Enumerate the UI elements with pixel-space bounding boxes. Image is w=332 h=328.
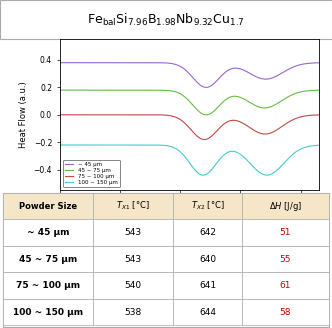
Text: 55: 55 — [280, 255, 291, 264]
Text: $\mathrm{Fe_{bal}Si_{7.96}B_{1.98}Nb_{9.32}Cu_{1.7}}$: $\mathrm{Fe_{bal}Si_{7.96}B_{1.98}Nb_{9.… — [87, 11, 245, 28]
45 ~ 75 μm — [309, 89, 313, 92]
FancyBboxPatch shape — [173, 219, 242, 246]
75 ~ 100 μm — [262, 132, 266, 136]
75 ~ 100 μm — [58, 113, 62, 117]
FancyBboxPatch shape — [242, 246, 329, 272]
FancyBboxPatch shape — [3, 299, 93, 325]
Text: 543: 543 — [124, 255, 141, 264]
Text: 640: 640 — [199, 255, 216, 264]
X-axis label: Temperature [°C]: Temperature [°C] — [153, 213, 226, 221]
Text: 543: 543 — [124, 228, 141, 237]
FancyBboxPatch shape — [242, 193, 329, 219]
~ 45 μm — [177, 64, 181, 68]
FancyBboxPatch shape — [242, 272, 329, 299]
Text: 58: 58 — [280, 308, 291, 317]
Text: 75 ~ 100 μm: 75 ~ 100 μm — [16, 281, 80, 290]
45 ~ 75 μm — [71, 88, 75, 92]
FancyBboxPatch shape — [93, 193, 173, 219]
FancyBboxPatch shape — [3, 219, 93, 246]
FancyBboxPatch shape — [3, 246, 93, 272]
75 ~ 100 μm — [309, 113, 313, 117]
45 ~ 75 μm — [177, 91, 181, 95]
~ 45 μm — [309, 61, 313, 65]
~ 45 μm — [184, 68, 188, 72]
Legend: ~ 45 μm, 45 ~ 75 μm, 75 ~ 100 μm, 100 ~ 150 μm: ~ 45 μm, 45 ~ 75 μm, 75 ~ 100 μm, 100 ~ … — [62, 160, 120, 188]
Text: 540: 540 — [124, 281, 141, 290]
100 ~ 150 μm — [58, 143, 62, 147]
Text: 538: 538 — [124, 308, 141, 317]
Text: ~ 45 μm: ~ 45 μm — [27, 228, 69, 237]
~ 45 μm — [262, 77, 266, 81]
Text: 100 ~ 150 μm: 100 ~ 150 μm — [13, 308, 83, 317]
Text: 642: 642 — [199, 228, 216, 237]
~ 45 μm — [71, 61, 75, 65]
FancyBboxPatch shape — [242, 219, 329, 246]
FancyBboxPatch shape — [173, 246, 242, 272]
100 ~ 150 μm — [262, 173, 266, 176]
45 ~ 75 μm — [58, 88, 62, 92]
FancyBboxPatch shape — [242, 299, 329, 325]
Text: $T_{X2}$ [°C]: $T_{X2}$ [°C] — [191, 200, 224, 213]
Line: ~ 45 μm: ~ 45 μm — [60, 63, 319, 87]
75 ~ 100 μm — [184, 122, 188, 126]
Text: 45 ~ 75 μm: 45 ~ 75 μm — [19, 255, 77, 264]
45 ~ 75 μm — [262, 106, 266, 110]
FancyBboxPatch shape — [173, 299, 242, 325]
100 ~ 150 μm — [309, 144, 313, 148]
75 ~ 100 μm — [317, 113, 321, 117]
~ 45 μm — [58, 61, 62, 65]
45 ~ 75 μm — [204, 113, 208, 117]
Text: 644: 644 — [199, 308, 216, 317]
~ 45 μm — [317, 61, 321, 65]
~ 45 μm — [204, 85, 208, 89]
FancyBboxPatch shape — [93, 272, 173, 299]
45 ~ 75 μm — [317, 88, 321, 92]
FancyBboxPatch shape — [3, 193, 329, 327]
Text: 61: 61 — [280, 281, 291, 290]
100 ~ 150 μm — [177, 149, 181, 153]
FancyBboxPatch shape — [93, 219, 173, 246]
75 ~ 100 μm — [309, 113, 313, 117]
Line: 45 ~ 75 μm: 45 ~ 75 μm — [60, 90, 319, 115]
75 ~ 100 μm — [177, 117, 181, 121]
Text: 51: 51 — [280, 228, 291, 237]
45 ~ 75 μm — [309, 89, 313, 92]
FancyBboxPatch shape — [93, 299, 173, 325]
Line: 100 ~ 150 μm: 100 ~ 150 μm — [60, 145, 319, 175]
FancyBboxPatch shape — [173, 193, 242, 219]
100 ~ 150 μm — [317, 143, 321, 147]
Text: $T_{X1}$ [°C]: $T_{X1}$ [°C] — [116, 200, 150, 213]
Y-axis label: Heat Flow (a.u.): Heat Flow (a.u.) — [19, 81, 28, 148]
75 ~ 100 μm — [71, 113, 75, 117]
Line: 75 ~ 100 μm: 75 ~ 100 μm — [60, 115, 319, 139]
Text: Powder Size: Powder Size — [19, 202, 77, 211]
FancyBboxPatch shape — [173, 272, 242, 299]
100 ~ 150 μm — [309, 144, 313, 148]
~ 45 μm — [309, 61, 313, 65]
100 ~ 150 μm — [201, 173, 205, 177]
100 ~ 150 μm — [71, 143, 75, 147]
FancyBboxPatch shape — [93, 246, 173, 272]
FancyBboxPatch shape — [3, 272, 93, 299]
75 ~ 100 μm — [202, 137, 206, 141]
Text: $\Delta H$ [J/g]: $\Delta H$ [J/g] — [269, 200, 302, 213]
Text: 641: 641 — [199, 281, 216, 290]
100 ~ 150 μm — [184, 156, 188, 160]
45 ~ 75 μm — [184, 96, 188, 100]
FancyBboxPatch shape — [3, 193, 93, 219]
FancyBboxPatch shape — [0, 0, 332, 39]
